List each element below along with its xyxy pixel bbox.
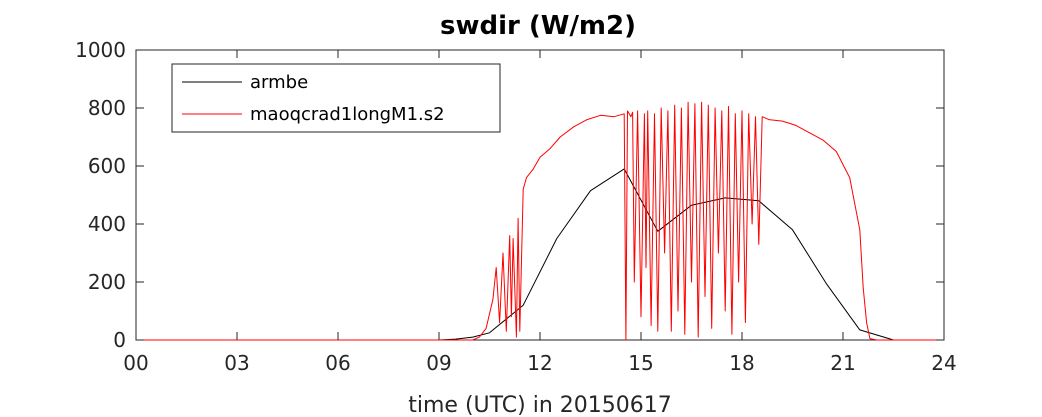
x-tick-label: 03	[224, 351, 249, 375]
tick-layer: 00 03 06 09 12 15 18 21 24 0 200 400 600 800 1000	[75, 38, 957, 375]
series-line-maoqcrad1longm1-s2	[136, 101, 944, 341]
legend-box	[171, 63, 501, 133]
x-axis-label: time (UTC) in 20150617	[408, 393, 672, 417]
legend-label-armbe: armbe	[250, 72, 308, 93]
x-tick-label: 09	[426, 351, 451, 375]
x-tick-label: 00	[123, 351, 148, 375]
series-layer	[136, 101, 944, 341]
x-tick-label: 24	[931, 351, 956, 375]
y-tick-label: 800	[88, 96, 126, 120]
y-tick-label: 1000	[75, 38, 126, 62]
x-tick-label: 12	[527, 351, 552, 375]
x-tick-label: 21	[830, 351, 855, 375]
y-tick-label: 600	[88, 154, 126, 178]
y-tick-label: 200	[88, 270, 126, 294]
x-tick-label: 15	[628, 351, 653, 375]
y-tick-label: 400	[88, 212, 126, 236]
x-tick-label: 18	[729, 351, 754, 375]
legend: armbe maoqcrad1longM1.s2	[171, 63, 501, 133]
x-tick-label: 06	[325, 351, 350, 375]
legend-label-maoqcrad1longM1: maoqcrad1longM1.s2	[250, 104, 445, 125]
chart-title: swdir (W/m2)	[440, 11, 636, 41]
y-tick-label: 0	[113, 328, 126, 352]
